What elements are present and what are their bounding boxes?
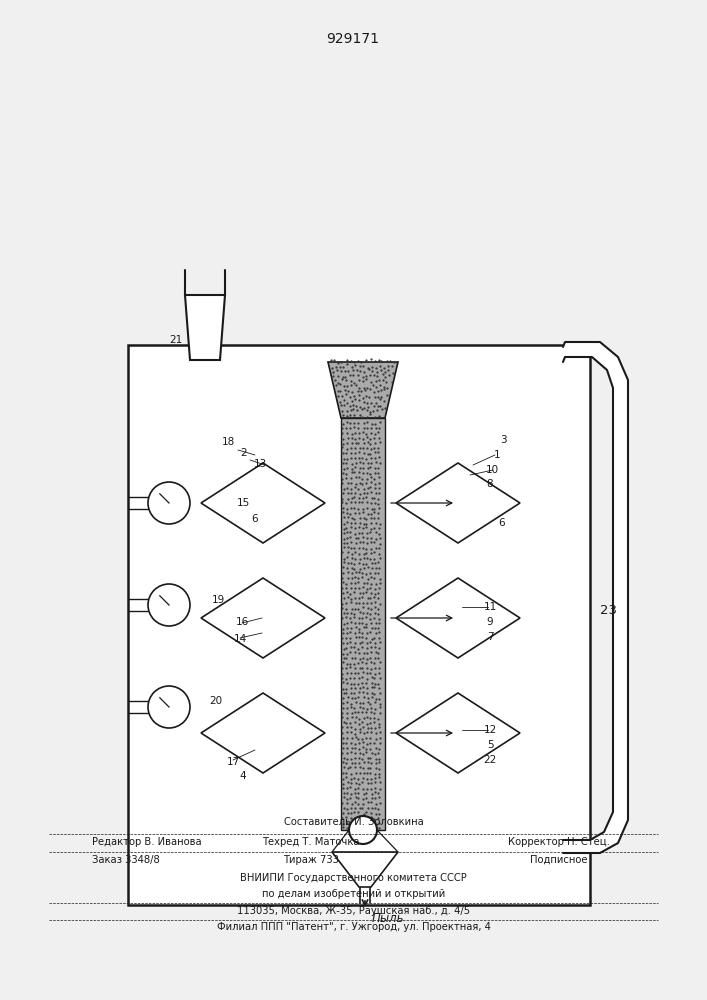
Text: 15: 15 bbox=[236, 498, 250, 508]
Text: 12: 12 bbox=[484, 725, 496, 735]
Text: Тираж 733: Тираж 733 bbox=[283, 855, 339, 865]
Text: Техред Т. Маточка: Техред Т. Маточка bbox=[262, 837, 360, 847]
Polygon shape bbox=[201, 578, 325, 658]
Text: по делам изобретений и открытий: по делам изобретений и открытий bbox=[262, 889, 445, 899]
Polygon shape bbox=[328, 362, 398, 418]
Text: 19: 19 bbox=[211, 595, 225, 605]
Text: Корректор Н. Стец.: Корректор Н. Стец. bbox=[508, 837, 609, 847]
Text: 6: 6 bbox=[498, 518, 506, 528]
Text: Филиал ППП "Патент", г. Ужгород, ул. Проектная, 4: Филиал ППП "Патент", г. Ужгород, ул. Про… bbox=[216, 922, 491, 932]
Polygon shape bbox=[201, 693, 325, 773]
Text: 6: 6 bbox=[252, 514, 258, 524]
Text: Редактор В. Иванова: Редактор В. Иванова bbox=[92, 837, 201, 847]
Polygon shape bbox=[396, 463, 520, 543]
Text: 13: 13 bbox=[253, 459, 267, 469]
Circle shape bbox=[349, 816, 377, 844]
Text: Подписное: Подписное bbox=[530, 855, 588, 865]
Text: 929171: 929171 bbox=[327, 32, 380, 46]
Polygon shape bbox=[396, 578, 520, 658]
Text: 2: 2 bbox=[240, 448, 247, 458]
Bar bbox=[341, 418, 385, 830]
Text: 21: 21 bbox=[169, 335, 182, 345]
Text: 18: 18 bbox=[221, 437, 235, 447]
Text: 23: 23 bbox=[600, 603, 617, 616]
Circle shape bbox=[148, 584, 190, 626]
Text: 11: 11 bbox=[484, 602, 496, 612]
Circle shape bbox=[148, 686, 190, 728]
Text: 14: 14 bbox=[233, 634, 247, 644]
Polygon shape bbox=[201, 463, 325, 543]
Text: 5: 5 bbox=[486, 740, 493, 750]
Text: 16: 16 bbox=[235, 617, 249, 627]
Text: 113035, Москва, Ж-35, Раушская наб., д. 4/5: 113035, Москва, Ж-35, Раушская наб., д. … bbox=[237, 906, 470, 916]
Text: 4: 4 bbox=[240, 771, 246, 781]
Text: Заказ 3348/8: Заказ 3348/8 bbox=[92, 855, 160, 865]
Bar bbox=[128, 345, 590, 905]
Circle shape bbox=[148, 482, 190, 524]
Text: 8: 8 bbox=[486, 479, 493, 489]
Text: 3: 3 bbox=[500, 435, 506, 445]
Polygon shape bbox=[563, 342, 628, 853]
Text: 17: 17 bbox=[226, 757, 240, 767]
Text: 22: 22 bbox=[484, 755, 496, 765]
Text: 20: 20 bbox=[209, 696, 223, 706]
Text: Пыль: Пыль bbox=[372, 912, 404, 925]
Polygon shape bbox=[396, 693, 520, 773]
Polygon shape bbox=[332, 852, 398, 887]
Text: 7: 7 bbox=[486, 632, 493, 642]
Text: Составитель И. Золовкина: Составитель И. Золовкина bbox=[284, 817, 423, 827]
Text: ВНИИПИ Государственного комитета СССР: ВНИИПИ Государственного комитета СССР bbox=[240, 873, 467, 883]
Text: 1: 1 bbox=[493, 450, 501, 460]
Polygon shape bbox=[185, 295, 225, 360]
Text: 10: 10 bbox=[486, 465, 498, 475]
Text: 9: 9 bbox=[486, 617, 493, 627]
